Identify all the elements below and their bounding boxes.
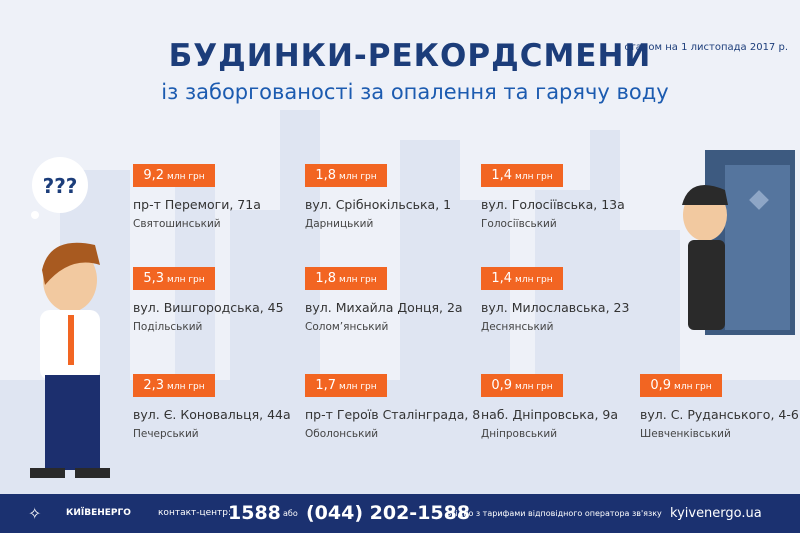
- record-district: Деснянський: [481, 321, 554, 333]
- debt-badge: 9,2 млн грн: [133, 164, 215, 187]
- debt-amount: 1,8: [315, 168, 337, 183]
- debt-amount: 0,9: [491, 378, 513, 393]
- logo: КИЇВЕНЕРГО: [66, 508, 131, 518]
- debt-badge: 5,3 млн грн: [133, 267, 215, 290]
- record-address: вул. Михайла Донця, 2а: [305, 300, 463, 315]
- debt-amount: 9,2: [143, 168, 165, 183]
- record-district: Святошинський: [133, 218, 221, 230]
- debt-unit: млн грн: [515, 172, 553, 182]
- record-district: Оболонський: [305, 428, 379, 440]
- record-card: 2,3 млн грн вул. Є. Коновальця, 44а Печер…: [133, 374, 303, 440]
- record-card: 9,2 млн грн пр-т Перемоги, 71а Святошинсь…: [133, 164, 303, 230]
- record-card: 1,4 млн грн вул. Милославська, 23 Деснянс…: [481, 267, 651, 333]
- record-district: Солом’янський: [305, 321, 389, 333]
- footer: ✧ КИЇВЕНЕРГО контакт-центр: 1588 або (04…: [0, 494, 800, 533]
- or-label: або: [283, 509, 298, 518]
- debt-amount: 1,7: [315, 378, 337, 393]
- record-card: 1,7 млн грн пр-т Героїв Сталінграда, 8 Об…: [305, 374, 481, 440]
- record-card: 1,8 млн грн вул. Срібнокільська, 1 Дарниц…: [305, 164, 475, 230]
- debt-badge: 0,9 млн грн: [481, 374, 563, 397]
- record-address: пр-т Героїв Сталінграда, 8: [305, 407, 481, 422]
- website-link[interactable]: kyivenergo.ua: [670, 506, 762, 521]
- record-address: наб. Дніпровська, 9а: [481, 407, 619, 422]
- page-subtitle: із заборгованості за опалення та гарячу …: [161, 80, 669, 104]
- debt-amount: 1,4: [491, 271, 513, 286]
- record-card: 1,4 млн грн вул. Голосіївська, 13а Голосі…: [481, 164, 651, 230]
- phone-number[interactable]: (044) 202-1588: [306, 502, 471, 524]
- debt-badge: 1,4 млн грн: [481, 267, 563, 290]
- debt-unit: млн грн: [167, 172, 205, 182]
- thought-bubble-text: ???: [43, 174, 78, 198]
- debt-badge: 1,8 млн грн: [305, 164, 387, 187]
- record-address: вул. Голосіївська, 13а: [481, 197, 625, 212]
- record-address: вул. Є. Коновальця, 44а: [133, 407, 291, 422]
- record-district: Дніпровський: [481, 428, 558, 440]
- debt-badge: 1,4 млн грн: [481, 164, 563, 187]
- record-district: Дарницький: [305, 218, 374, 230]
- debt-badge: 1,8 млн грн: [305, 267, 387, 290]
- record-district: Подільський: [133, 321, 203, 333]
- record-address: пр-т Перемоги, 71а: [133, 197, 261, 212]
- debt-unit: млн грн: [339, 275, 377, 285]
- logo-star-icon: ✧: [28, 504, 42, 523]
- record-address: вул. С. Руданського, 4-6: [640, 407, 799, 422]
- record-district: Голосіївський: [481, 218, 557, 230]
- record-card: 1,8 млн грн вул. Михайла Донця, 2а Солом’…: [305, 267, 475, 333]
- record-address: вул. Срібнокільська, 1: [305, 197, 452, 212]
- short-number[interactable]: 1588: [228, 502, 281, 524]
- debt-amount: 2,3: [143, 378, 165, 393]
- debt-badge: 2,3 млн грн: [133, 374, 215, 397]
- tariff-note: згідно з тарифами відповідного оператора…: [447, 509, 662, 518]
- debt-badge: 0,9 млн грн: [640, 374, 722, 397]
- debt-amount: 5,3: [143, 271, 165, 286]
- debt-amount: 0,9: [650, 378, 672, 393]
- record-address: вул. Вишгородська, 45: [133, 300, 284, 315]
- contact-label: контакт-центр:: [158, 508, 232, 518]
- debt-unit: млн грн: [515, 275, 553, 285]
- debt-unit: млн грн: [167, 382, 205, 392]
- thinking-man: ???: [30, 157, 110, 478]
- door-man: [682, 150, 795, 335]
- date-note: станом на 1 листопада 2017 р.: [624, 42, 788, 53]
- debt-unit: млн грн: [515, 382, 553, 392]
- debt-unit: млн грн: [167, 275, 205, 285]
- debt-unit: млн грн: [674, 382, 712, 392]
- debt-unit: млн грн: [339, 382, 377, 392]
- debt-amount: 1,4: [491, 168, 513, 183]
- debt-unit: млн грн: [339, 172, 377, 182]
- record-address: вул. Милославська, 23: [481, 300, 630, 315]
- record-card: 0,9 млн грн вул. С. Руданського, 4-6 Шевч…: [640, 374, 800, 440]
- record-district: Печерський: [133, 428, 199, 440]
- debt-badge: 1,7 млн грн: [305, 374, 387, 397]
- record-district: Шевченківський: [640, 428, 731, 440]
- record-card: 0,9 млн грн наб. Дніпровська, 9а Дніпровс…: [481, 374, 651, 440]
- page-title: БУДИНКИ-РЕКОРДСМЕНИ: [168, 38, 652, 74]
- debt-amount: 1,8: [315, 271, 337, 286]
- record-card: 5,3 млн грн вул. Вишгородська, 45 Подільс…: [133, 267, 303, 333]
